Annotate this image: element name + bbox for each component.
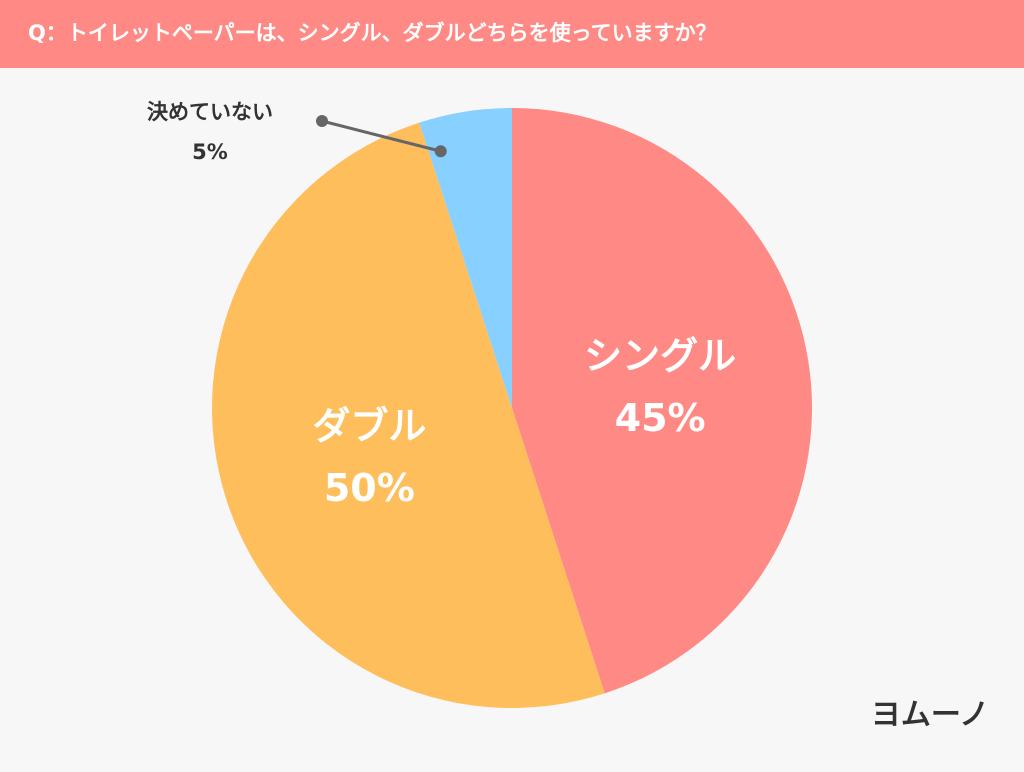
title-bar: [0, 0, 1024, 68]
leader-dot: [434, 145, 447, 158]
pie-slice: [419, 108, 512, 408]
slice-label: シングル: [584, 334, 736, 378]
pie-slice: [212, 122, 605, 708]
value-label: 50%: [324, 466, 415, 510]
slice-label: 決めていない: [147, 100, 273, 124]
value-label: 45%: [615, 396, 706, 440]
value-label: 5%: [192, 140, 228, 164]
chart-title: Q：トイレットペーパーは、シングル、ダブルどちらを使っていますか？: [28, 21, 717, 45]
pie-slice: [512, 108, 813, 694]
logo: ヨムーノ: [871, 698, 989, 733]
leader-dot: [316, 115, 328, 127]
leader-line: [321, 119, 442, 153]
slice-label: ダブル: [312, 404, 426, 448]
